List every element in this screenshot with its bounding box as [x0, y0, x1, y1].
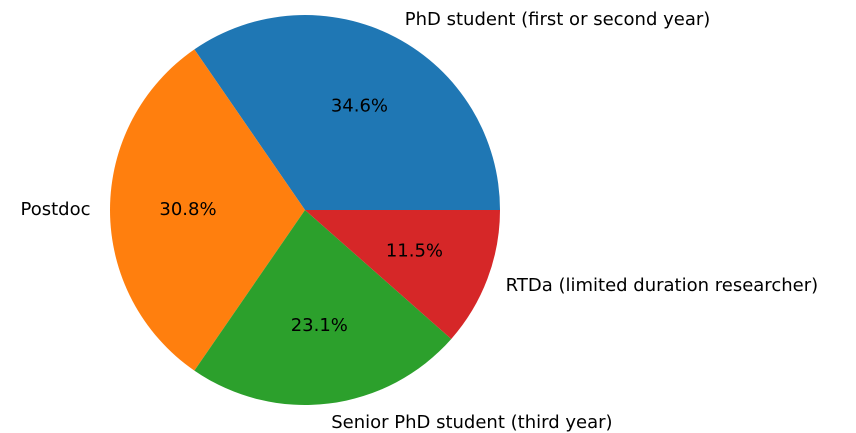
value-label: 23.1%	[291, 315, 348, 336]
slice-label: PhD student (first or second year)	[405, 9, 711, 30]
pie-slice	[194, 14, 500, 210]
slice-label: Senior PhD student (third year)	[331, 412, 612, 433]
value-label: 34.6%	[331, 95, 388, 116]
value-label: 11.5%	[386, 240, 443, 261]
pie-slice	[194, 210, 452, 406]
pie-slice	[109, 49, 306, 371]
slice-label: Postdoc	[21, 199, 91, 220]
value-label: 30.8%	[159, 199, 216, 220]
slice-label: RTDa (limited duration researcher)	[506, 275, 818, 296]
pie-slice	[305, 210, 500, 339]
